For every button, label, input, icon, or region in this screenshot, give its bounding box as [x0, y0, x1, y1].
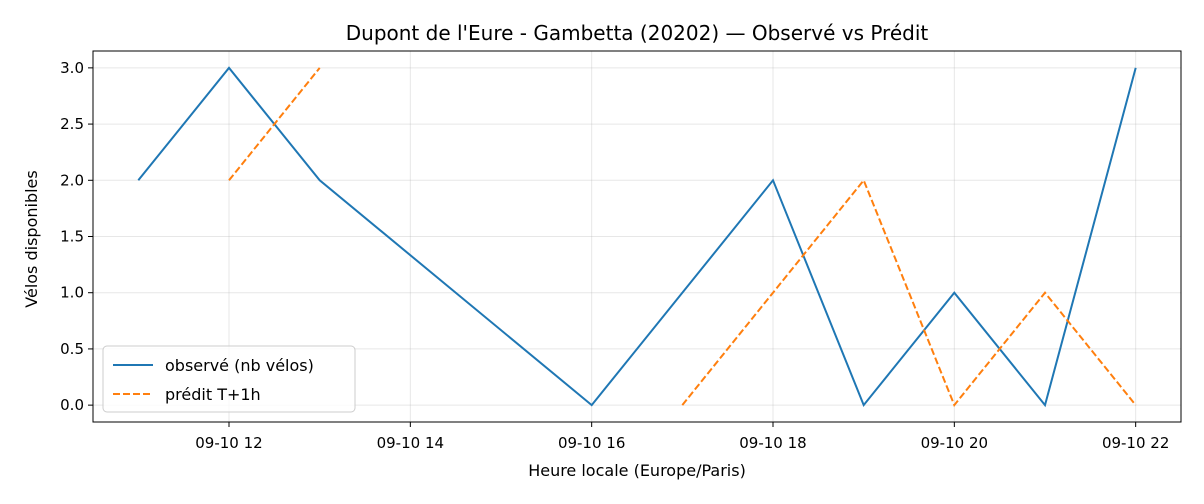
y-axis-label: Vélos disponibles [22, 170, 41, 307]
y-tick-label: 1.5 [60, 228, 84, 246]
y-tick-label: 2.5 [60, 115, 84, 133]
series-line-observed [137, 66, 1137, 408]
x-axis-label: Heure locale (Europe/Paris) [528, 461, 746, 480]
x-tick-label: 09-10 14 [377, 434, 444, 452]
legend-label-observed: observé (nb vélos) [165, 356, 314, 375]
x-tick-label: 09-10 22 [1102, 434, 1169, 452]
series-line-predicted [228, 67, 321, 181]
x-tick-label: 09-10 16 [558, 434, 625, 452]
y-tick-label: 2.0 [60, 171, 84, 189]
x-tick-label: 09-10 20 [921, 434, 988, 452]
series-lines [137, 66, 1137, 408]
x-tick-label: 09-10 18 [739, 434, 806, 452]
legend: observé (nb vélos) prédit T+1h [102, 345, 356, 413]
legend-box [102, 345, 356, 413]
x-tick-label: 09-10 12 [195, 434, 262, 452]
y-tick-label: 3.0 [60, 59, 84, 77]
axis-ticks: 09-10 12 09-10 14 09-10 16 09-10 18 09-10 20… [60, 59, 1169, 452]
legend-label-predicted: prédit T+1h [165, 385, 261, 404]
y-tick-label: 1.0 [60, 284, 84, 302]
y-tick-label: 0.5 [60, 340, 84, 358]
series-line-predicted [681, 178, 1137, 408]
y-tick-label: 0.0 [60, 396, 84, 414]
chart-title: Dupont de l'Eure - Gambetta (20202) — Ob… [346, 21, 929, 45]
